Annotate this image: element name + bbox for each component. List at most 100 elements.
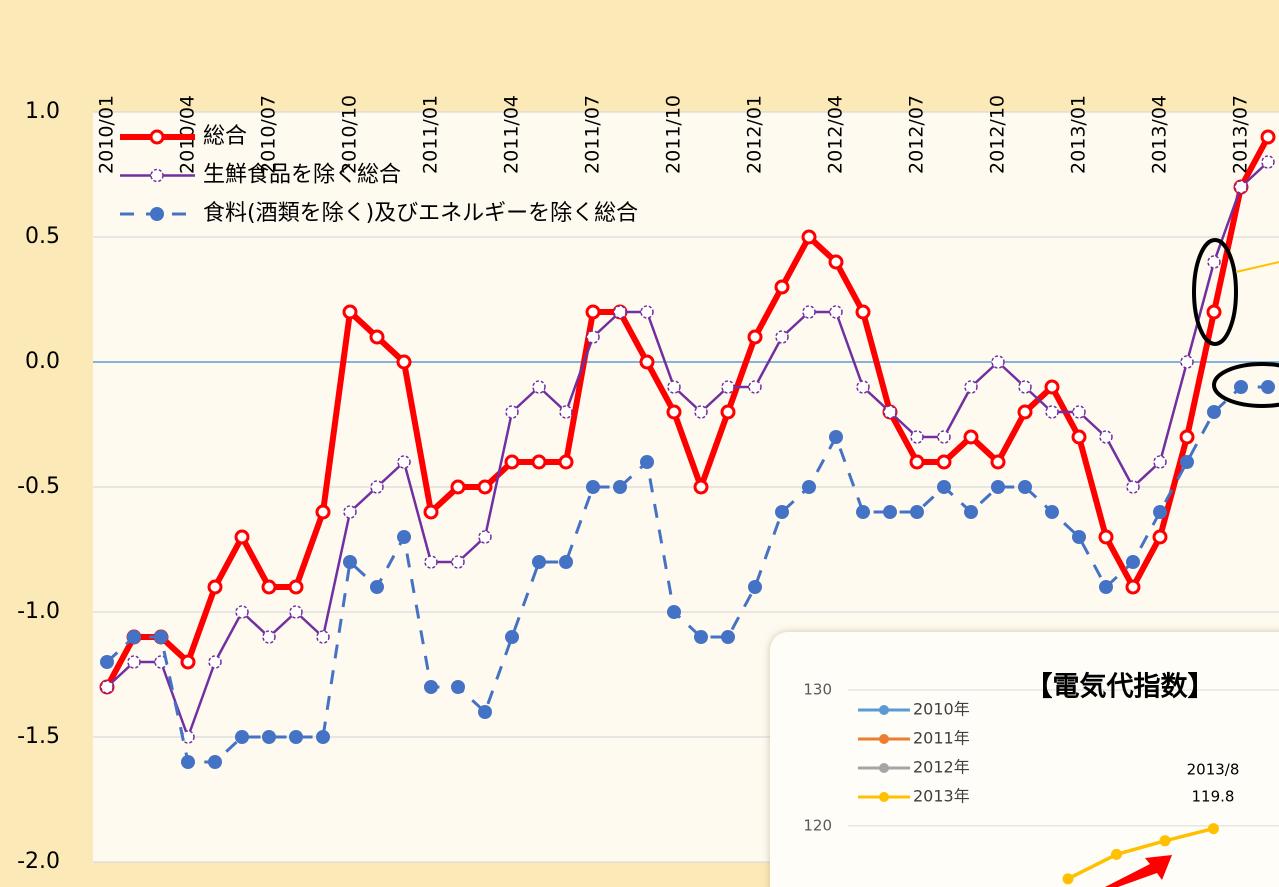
point [640, 455, 654, 469]
x-tick-label: 2012/04 [825, 95, 847, 174]
point [451, 680, 465, 694]
y-tick-label: 1.0 [25, 99, 60, 124]
point [234, 529, 250, 545]
x-tick-label: 2011/07 [582, 95, 604, 174]
point [450, 479, 466, 495]
point [451, 555, 465, 569]
point [235, 730, 249, 744]
point [532, 555, 546, 569]
point [504, 454, 520, 470]
point [748, 380, 762, 394]
legend-marker [879, 734, 889, 744]
point [316, 730, 330, 744]
legend-marker [879, 705, 889, 715]
point [289, 605, 303, 619]
legend-marker [150, 168, 164, 183]
point [369, 329, 385, 345]
x-tick-label: 2012/10 [987, 95, 1009, 174]
point [1072, 405, 1086, 419]
point [802, 480, 816, 494]
arrow [1105, 855, 1172, 887]
legend-label: 2012年 [913, 758, 970, 777]
inset-chart: 120 130 【電気代指数】 2010年 2011年 2012年 2013年 2013/8 1… [803, 671, 1279, 885]
point [1153, 505, 1167, 519]
legend-marker [879, 763, 889, 773]
point [1180, 355, 1194, 369]
y-tick-label: 130 [803, 681, 832, 699]
legend-marker [150, 207, 164, 221]
point [100, 655, 114, 669]
point [207, 579, 223, 595]
point [694, 630, 708, 644]
y-tick-label: -0.5 [17, 474, 60, 499]
highlight-ellipse [1192, 238, 1238, 346]
annotations-shapes [1192, 238, 1279, 408]
point [909, 454, 925, 470]
point [1045, 405, 1059, 419]
y-tick-label: -2.0 [17, 849, 60, 874]
point [910, 430, 924, 444]
legend-label: 2011年 [913, 729, 970, 748]
point [829, 305, 843, 319]
point [1099, 430, 1113, 444]
legend-label: 2010年 [913, 700, 970, 719]
point [829, 430, 843, 444]
point [802, 305, 816, 319]
legend-label: 2013年 [913, 787, 970, 806]
legend-label: 食料(酒類を除く)及びエネルギーを除く総合 [203, 201, 638, 226]
point [747, 329, 763, 345]
point [720, 404, 736, 420]
inset-panel [770, 632, 1279, 887]
point [666, 404, 682, 420]
x-tick-label: 2010/10 [339, 95, 361, 174]
point [370, 480, 384, 494]
point [505, 405, 519, 419]
point [721, 380, 735, 394]
point [208, 755, 222, 769]
main-chart: -2.0-1.5-1.0-0.50.00.51.02010/012010/042… [17, 95, 1279, 874]
point [154, 630, 168, 644]
point [694, 405, 708, 419]
point [667, 380, 681, 394]
point [1126, 555, 1140, 569]
point [1099, 580, 1113, 594]
series-line [104, 135, 1271, 689]
inset-title: 【電気代指数】 [1026, 671, 1215, 703]
point [208, 655, 222, 669]
point [1234, 380, 1248, 394]
point [801, 229, 817, 245]
y-tick-label: -1.0 [17, 599, 60, 624]
point [775, 505, 789, 519]
point [748, 580, 762, 594]
point [1261, 155, 1275, 169]
point [559, 555, 573, 569]
point [559, 405, 573, 419]
point [586, 480, 600, 494]
point [639, 354, 655, 370]
point [585, 304, 601, 320]
point [775, 330, 789, 344]
point [396, 354, 412, 370]
point [774, 279, 790, 295]
point [1234, 180, 1248, 194]
point [316, 630, 330, 644]
point [261, 579, 277, 595]
point [586, 330, 600, 344]
x-tick-label: 2011/10 [663, 95, 685, 174]
y-tick-label: 0.5 [25, 224, 60, 249]
point [613, 480, 627, 494]
point [558, 454, 574, 470]
x-tick-label: 2013/04 [1149, 95, 1171, 174]
point [100, 680, 114, 694]
y-tick-label: 0.0 [25, 349, 60, 374]
x-tick-label: 2011/04 [501, 95, 523, 174]
point [856, 380, 870, 394]
point [883, 405, 897, 419]
point [423, 504, 439, 520]
annotation: 119.8 [1192, 788, 1235, 806]
point [640, 305, 654, 319]
legend-marker [149, 129, 165, 145]
point [721, 630, 735, 644]
point [1017, 404, 1033, 420]
x-tick-label: 2010/01 [96, 95, 118, 174]
